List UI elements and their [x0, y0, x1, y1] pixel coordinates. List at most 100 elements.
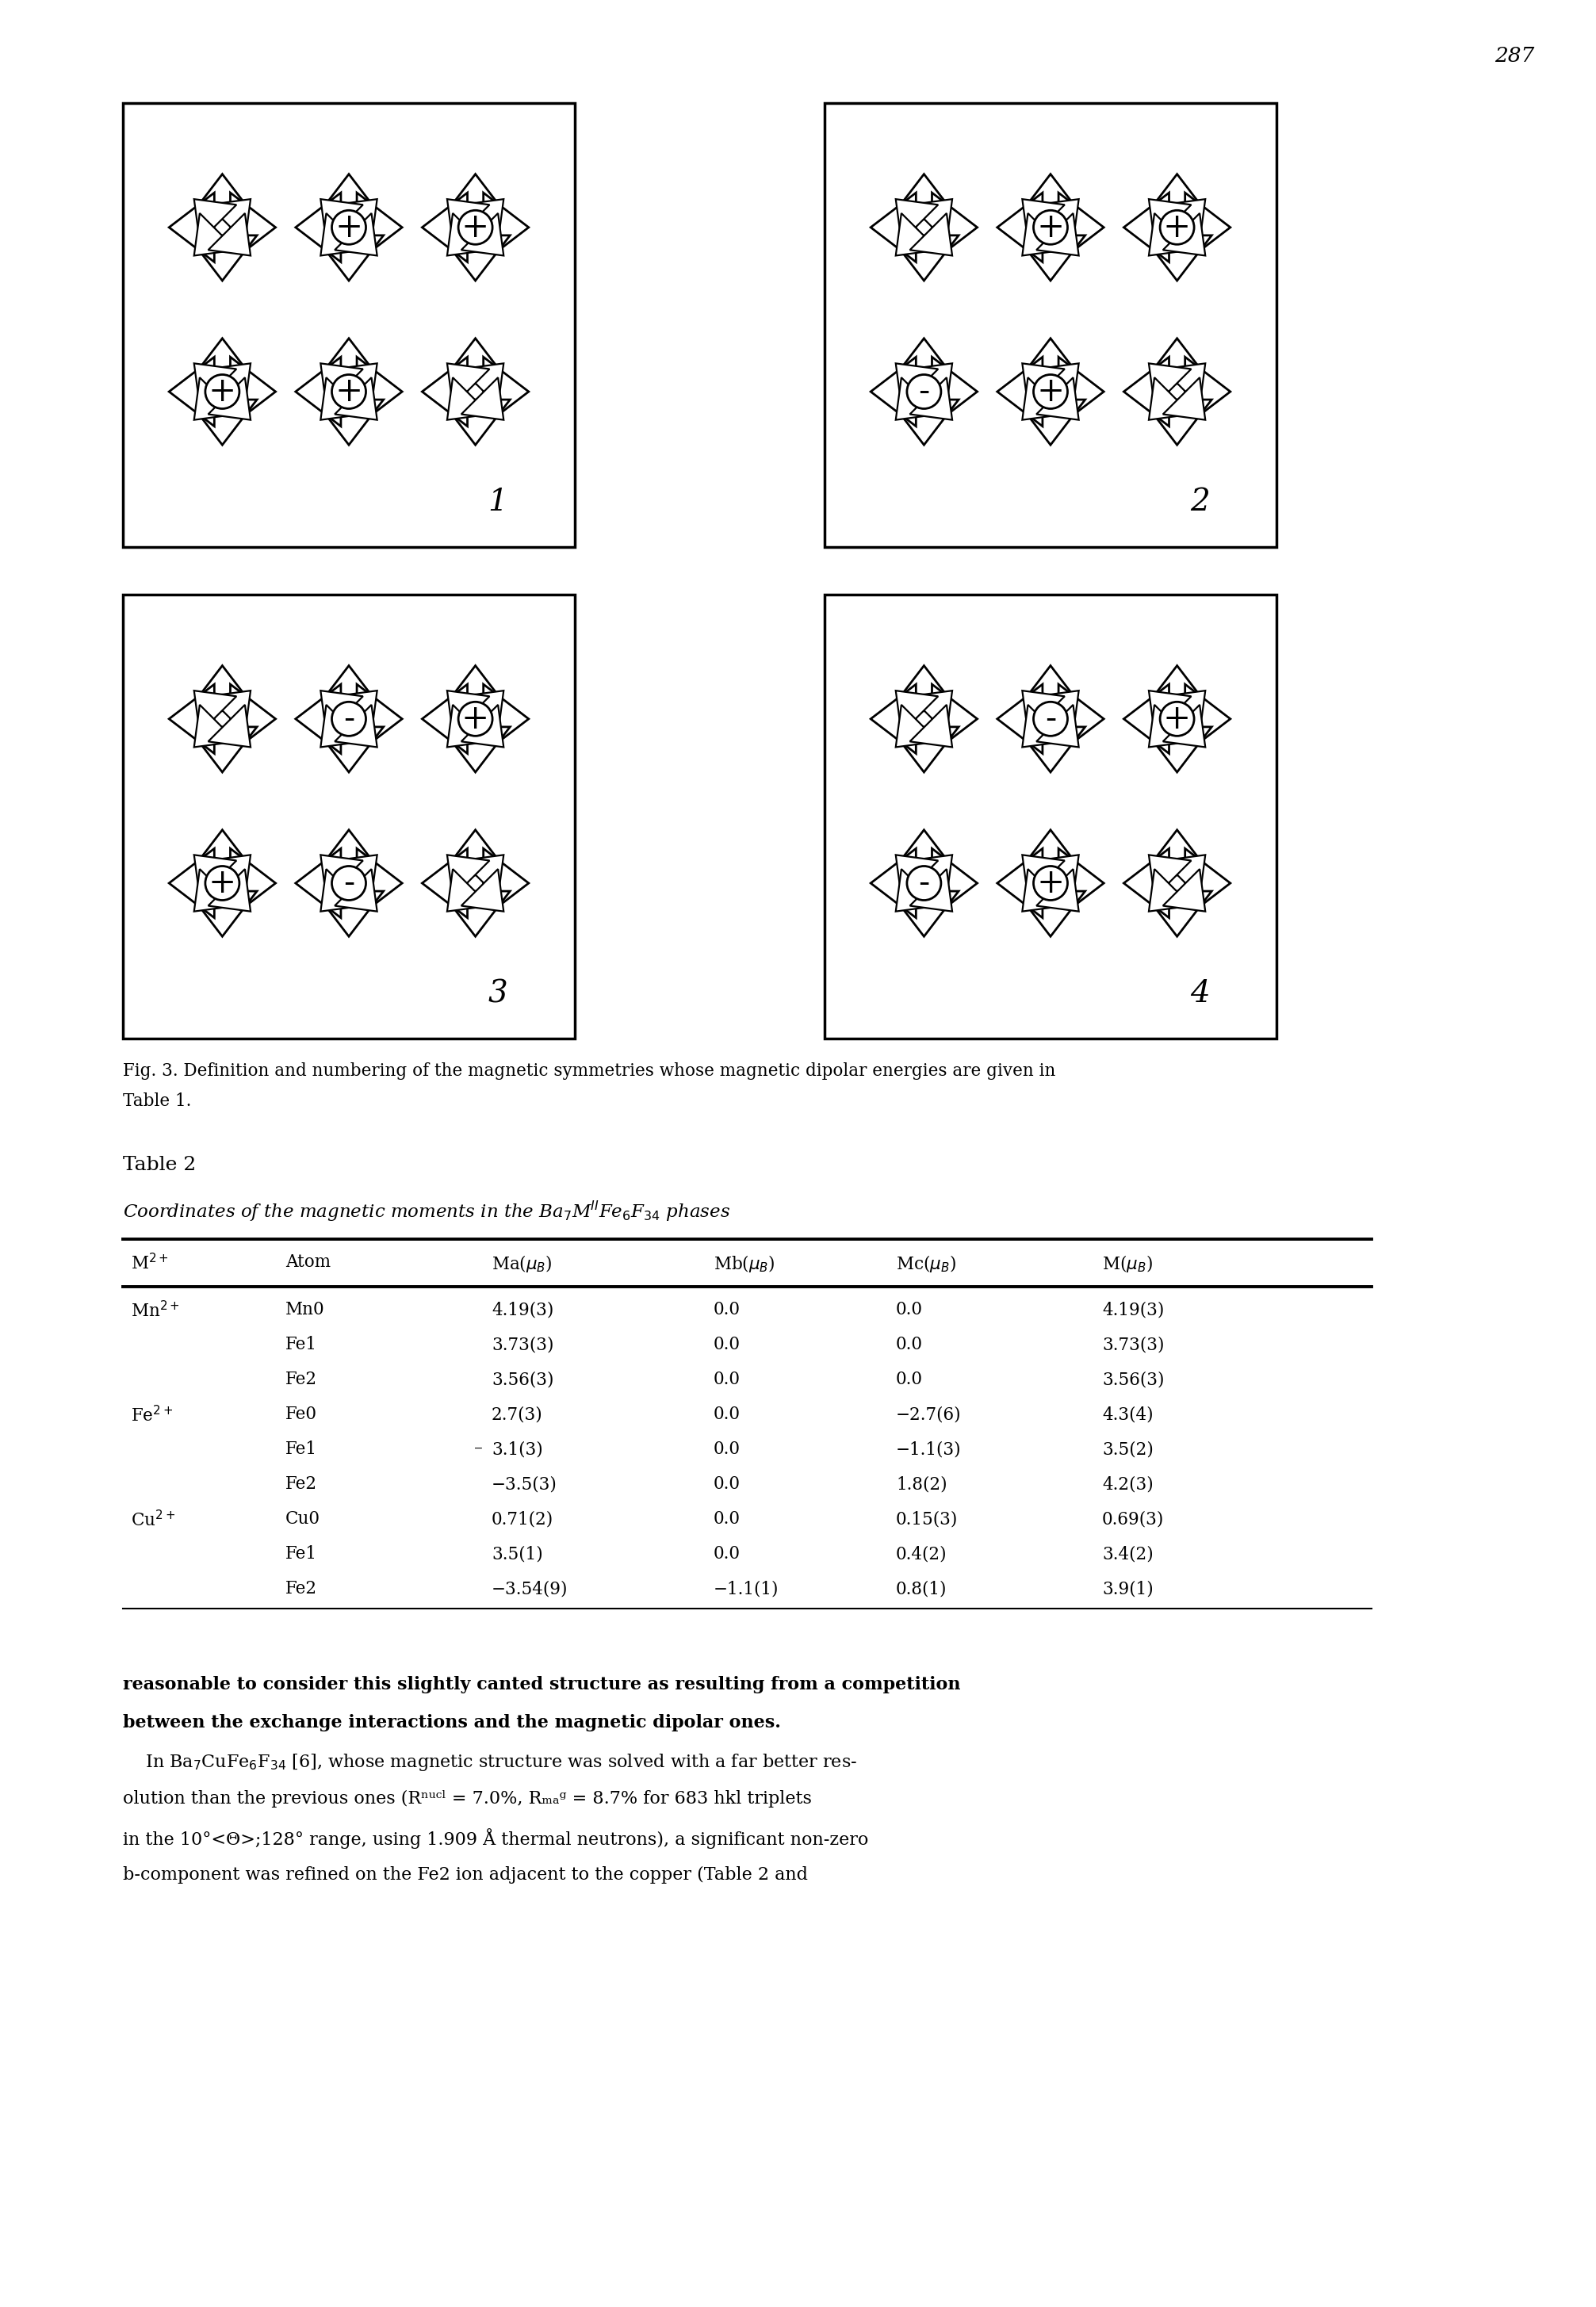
Polygon shape — [1186, 358, 1231, 427]
Polygon shape — [314, 667, 383, 711]
Bar — [825, 104, 1277, 547]
Text: +: + — [209, 376, 236, 408]
Polygon shape — [910, 690, 953, 734]
Polygon shape — [421, 358, 468, 427]
Text: –: – — [474, 1440, 482, 1458]
Polygon shape — [889, 891, 959, 937]
Polygon shape — [1023, 198, 1065, 242]
Text: Cu$^{2+}$: Cu$^{2+}$ — [131, 1511, 176, 1530]
Bar — [123, 104, 575, 547]
Polygon shape — [998, 358, 1042, 427]
Polygon shape — [1058, 194, 1104, 263]
Text: 4.19(3): 4.19(3) — [492, 1301, 554, 1317]
Text: 3.9(1): 3.9(1) — [1103, 1580, 1154, 1596]
Text: +: + — [1036, 867, 1065, 900]
Polygon shape — [484, 849, 528, 918]
Polygon shape — [1149, 870, 1191, 911]
Polygon shape — [895, 365, 938, 406]
Polygon shape — [889, 235, 959, 281]
Polygon shape — [1149, 212, 1191, 256]
Polygon shape — [910, 704, 953, 747]
Text: 3.4(2): 3.4(2) — [1103, 1546, 1154, 1562]
Circle shape — [332, 374, 365, 408]
Circle shape — [1160, 701, 1194, 736]
Polygon shape — [1124, 358, 1168, 427]
Polygon shape — [440, 399, 511, 445]
Polygon shape — [314, 831, 383, 874]
Polygon shape — [195, 378, 236, 420]
Polygon shape — [1149, 365, 1191, 406]
Polygon shape — [1017, 831, 1085, 874]
Polygon shape — [895, 870, 938, 911]
Text: Coordinates of the magnetic moments in the Ba$_7$M$^{II}$Fe$_6$F$_{34}$ phases: Coordinates of the magnetic moments in t… — [123, 1200, 731, 1223]
Polygon shape — [1186, 194, 1231, 263]
Text: 0.0: 0.0 — [895, 1336, 922, 1354]
Polygon shape — [1163, 378, 1205, 420]
Polygon shape — [188, 667, 257, 711]
Polygon shape — [889, 399, 959, 445]
Polygon shape — [188, 399, 257, 445]
Polygon shape — [440, 339, 511, 383]
Polygon shape — [889, 173, 959, 219]
Polygon shape — [1143, 173, 1211, 219]
Text: 0.0: 0.0 — [895, 1370, 922, 1389]
Polygon shape — [207, 378, 251, 420]
Polygon shape — [207, 690, 251, 734]
Polygon shape — [1149, 856, 1191, 897]
Text: −3.5(3): −3.5(3) — [492, 1476, 557, 1493]
Polygon shape — [910, 856, 953, 897]
Polygon shape — [1023, 856, 1065, 897]
Text: Fe1: Fe1 — [286, 1440, 318, 1458]
Polygon shape — [998, 685, 1042, 754]
Polygon shape — [910, 365, 953, 406]
Polygon shape — [889, 727, 959, 773]
Polygon shape — [358, 685, 402, 754]
Text: Mb($\mu_B$): Mb($\mu_B$) — [713, 1253, 776, 1273]
Bar — [825, 595, 1277, 1038]
Polygon shape — [871, 685, 916, 754]
Polygon shape — [910, 198, 953, 242]
Text: 0.0: 0.0 — [713, 1405, 741, 1423]
Text: 3.1(3): 3.1(3) — [492, 1440, 543, 1458]
Text: 0.69(3): 0.69(3) — [1103, 1511, 1163, 1527]
Text: 1: 1 — [488, 489, 508, 517]
Polygon shape — [1163, 870, 1205, 911]
Polygon shape — [461, 704, 504, 747]
Text: 0.0: 0.0 — [713, 1301, 741, 1317]
Text: 2.7(3): 2.7(3) — [492, 1405, 543, 1423]
Circle shape — [206, 865, 239, 900]
Polygon shape — [207, 198, 251, 242]
Polygon shape — [321, 704, 362, 747]
Polygon shape — [207, 212, 251, 256]
Polygon shape — [1017, 891, 1085, 937]
Text: −1.1(3): −1.1(3) — [895, 1440, 961, 1458]
Polygon shape — [932, 685, 977, 754]
Polygon shape — [321, 212, 362, 256]
Polygon shape — [1149, 704, 1191, 747]
Text: in the 10°<Θ>;128° range, using 1.909 Å thermal neutrons), a significant non-zer: in the 10°<Θ>;128° range, using 1.909 Å … — [123, 1827, 868, 1848]
Polygon shape — [1149, 690, 1191, 734]
Polygon shape — [1036, 870, 1079, 911]
Polygon shape — [1036, 365, 1079, 406]
Polygon shape — [1023, 870, 1065, 911]
Polygon shape — [207, 870, 251, 911]
Polygon shape — [910, 378, 953, 420]
Text: 0.0: 0.0 — [895, 1301, 922, 1317]
Polygon shape — [188, 831, 257, 874]
Polygon shape — [1143, 399, 1211, 445]
Polygon shape — [1143, 727, 1211, 773]
Polygon shape — [321, 856, 362, 897]
Polygon shape — [335, 870, 377, 911]
Polygon shape — [447, 856, 490, 897]
Text: 2: 2 — [1191, 489, 1210, 517]
Text: +: + — [1163, 701, 1191, 736]
Polygon shape — [461, 856, 504, 897]
Text: Fe1: Fe1 — [286, 1336, 318, 1354]
Text: b-component was refined on the Fe2 ion adjacent to the copper (Table 2 and: b-component was refined on the Fe2 ion a… — [123, 1866, 808, 1885]
Polygon shape — [1163, 212, 1205, 256]
Text: 0.0: 0.0 — [713, 1370, 741, 1389]
Polygon shape — [314, 399, 383, 445]
Polygon shape — [447, 870, 490, 911]
Polygon shape — [1017, 173, 1085, 219]
Text: 3.73(3): 3.73(3) — [492, 1336, 554, 1354]
